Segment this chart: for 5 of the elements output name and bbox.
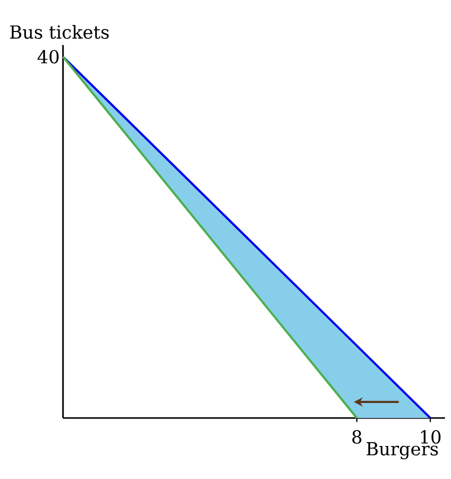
y-axis-title: Bus tickets bbox=[10, 24, 109, 39]
x-tick-label: 10 bbox=[421, 430, 441, 444]
x-tick-label: 8 bbox=[352, 430, 362, 444]
text: 40 bbox=[38, 50, 59, 64]
x-axis-title: Burgers bbox=[366, 442, 438, 460]
